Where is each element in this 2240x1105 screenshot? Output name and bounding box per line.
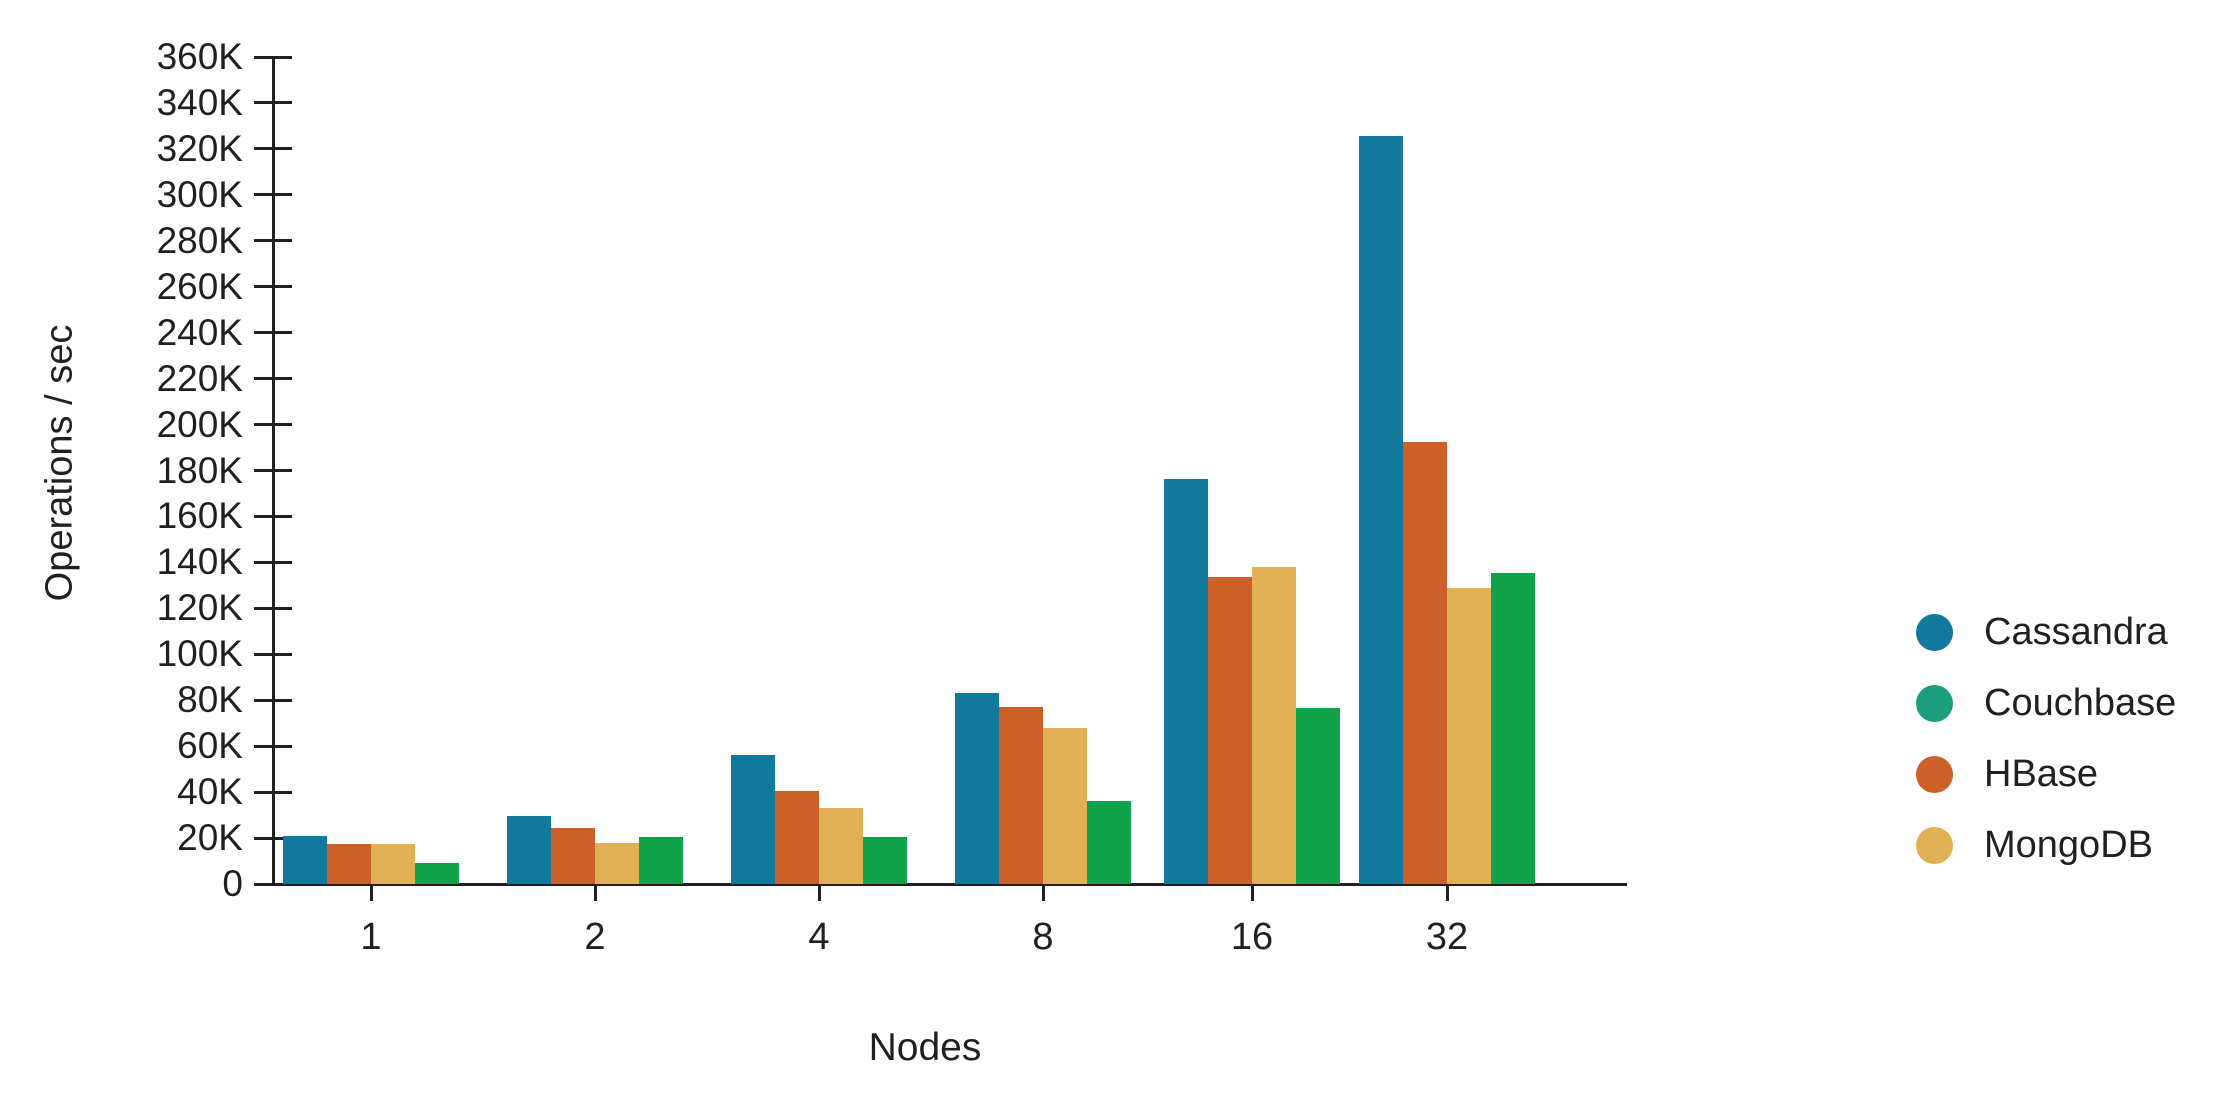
bar-couchbase-node-8 <box>1087 801 1131 884</box>
legend-label: HBase <box>1984 753 2099 795</box>
bar-cassandra-node-32 <box>1359 136 1403 884</box>
x-tick-label: 4 <box>808 916 830 958</box>
legend-swatch-icon <box>1916 826 1953 864</box>
x-tick-label: 8 <box>1032 916 1054 958</box>
legend-item-hbase: HBase <box>1916 755 2176 793</box>
x-tick-mark <box>369 884 373 901</box>
bar-couchbase-node-4 <box>863 836 907 884</box>
y-tick-mark <box>254 285 292 289</box>
y-tick-mark <box>254 55 292 59</box>
y-tick-label: 120K <box>156 587 243 629</box>
bar-cassandra-node-2 <box>507 816 551 884</box>
x-tick-mark <box>593 884 597 901</box>
bar-couchbase-node-16 <box>1296 708 1340 884</box>
x-tick-label: 1 <box>360 916 382 958</box>
legend-item-couchbase: Couchbase <box>1916 684 2176 722</box>
legend-item-cassandra: Cassandra <box>1916 613 2176 651</box>
y-tick-mark <box>254 469 292 472</box>
y-tick-mark <box>254 882 292 886</box>
y-tick-label: 320K <box>156 127 243 169</box>
x-axis-line <box>271 882 1627 886</box>
y-tick-mark <box>254 423 292 427</box>
x-axis-title: Nodes <box>868 1026 982 1069</box>
bar-cassandra-node-8 <box>955 693 999 884</box>
bar-hbase-node-4 <box>775 790 819 884</box>
y-tick-mark <box>254 790 292 794</box>
bar-hbase-node-8 <box>999 707 1043 884</box>
bar-mongodb-node-4 <box>819 808 863 884</box>
y-tick-mark <box>254 239 292 243</box>
y-tick-label: 160K <box>156 495 243 537</box>
legend-label: Couchbase <box>1984 682 2177 724</box>
x-tick-label: 32 <box>1425 916 1469 958</box>
y-tick-label: 300K <box>156 173 243 215</box>
y-tick-mark <box>254 514 292 518</box>
legend-swatch-icon <box>1916 755 1953 793</box>
y-tick-mark <box>254 698 292 702</box>
bar-mongodb-node-2 <box>595 842 639 884</box>
bar-hbase-node-16 <box>1208 577 1252 884</box>
legend-swatch-icon <box>1916 684 1953 722</box>
y-tick-label: 200K <box>156 403 243 445</box>
y-tick-label: 180K <box>156 449 243 491</box>
bar-couchbase-node-1 <box>415 863 459 884</box>
y-tick-label: 40K <box>177 771 243 813</box>
y-tick-mark <box>254 147 292 151</box>
y-tick-label: 220K <box>156 357 243 399</box>
y-tick-label: 260K <box>156 265 243 307</box>
bar-hbase-node-32 <box>1403 441 1447 884</box>
y-tick-mark <box>254 101 292 105</box>
bar-hbase-node-1 <box>327 843 371 884</box>
y-tick-mark <box>254 836 292 840</box>
bar-cassandra-node-4 <box>731 755 775 884</box>
bar-hbase-node-2 <box>551 827 595 884</box>
y-tick-label: 140K <box>156 541 243 583</box>
y-tick-mark <box>254 744 292 748</box>
bar-couchbase-node-2 <box>639 836 683 884</box>
bar-cassandra-node-1 <box>283 835 327 884</box>
bar-mongodb-node-8 <box>1043 727 1087 884</box>
x-tick-label: 2 <box>584 916 606 958</box>
y-tick-mark <box>254 377 292 381</box>
x-tick-mark <box>1041 884 1045 901</box>
x-tick-mark <box>1250 884 1254 901</box>
y-tick-mark <box>254 193 292 197</box>
x-tick-mark <box>817 884 821 901</box>
y-tick-label: 340K <box>156 81 243 123</box>
legend-item-mongodb: MongoDB <box>1916 826 2176 864</box>
x-tick-mark <box>1445 884 1449 901</box>
y-tick-label: 100K <box>156 633 243 675</box>
y-tick-label: 80K <box>177 679 243 721</box>
legend-swatch-icon <box>1916 613 1953 651</box>
bar-mongodb-node-16 <box>1252 566 1296 884</box>
bar-mongodb-node-1 <box>371 843 415 884</box>
y-tick-label: 360K <box>156 36 243 77</box>
bar-couchbase-node-32 <box>1491 572 1535 884</box>
y-tick-mark <box>254 331 292 335</box>
bar-mongodb-node-32 <box>1447 587 1491 884</box>
y-tick-label: 240K <box>156 311 243 353</box>
y-tick-label: 20K <box>177 817 243 859</box>
legend-label: Cassandra <box>1984 611 2168 653</box>
y-tick-mark <box>254 652 292 656</box>
y-tick-mark <box>254 560 292 564</box>
y-tick-label: 280K <box>156 219 243 261</box>
bar-cassandra-node-16 <box>1164 478 1208 884</box>
x-tick-label: 16 <box>1230 916 1274 958</box>
y-tick-mark <box>254 606 292 610</box>
y-tick-label: 60K <box>177 725 243 767</box>
y-tick-label: 0 <box>222 863 243 904</box>
legend: Cassandra Couchbase HBase MongoDB <box>1916 613 2176 864</box>
legend-label: MongoDB <box>1984 824 2153 866</box>
